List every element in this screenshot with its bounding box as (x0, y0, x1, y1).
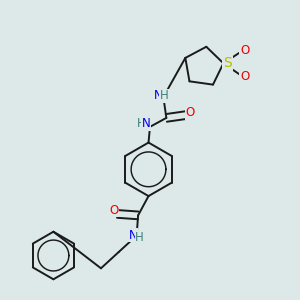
Text: N: N (128, 229, 137, 242)
Text: S: S (223, 56, 232, 70)
Text: O: O (185, 106, 195, 119)
Text: O: O (240, 70, 249, 83)
Text: O: O (109, 204, 119, 217)
Text: O: O (240, 44, 249, 57)
Text: H: H (137, 117, 146, 130)
Text: N: N (142, 117, 151, 130)
Text: N: N (154, 89, 163, 102)
Text: H: H (135, 231, 144, 244)
Text: H: H (160, 89, 168, 102)
